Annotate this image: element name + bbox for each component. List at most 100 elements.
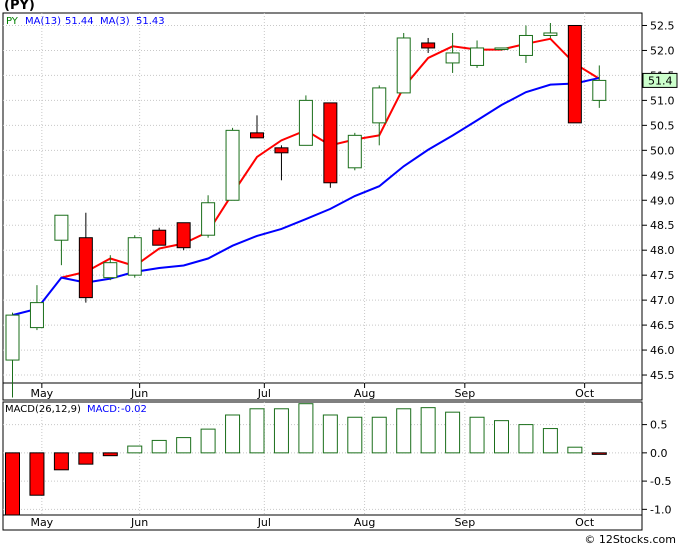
- macd-bar: [249, 408, 265, 454]
- macd-bars: [5, 403, 607, 516]
- month-label-may: May: [30, 387, 53, 400]
- candle-body: [470, 47, 485, 66]
- last-price-label: 51.4: [648, 74, 673, 87]
- candle: [127, 235, 142, 278]
- candle: [54, 214, 69, 266]
- macd-bar: [347, 416, 363, 454]
- candle: [421, 37, 436, 53]
- price-tick-label: 52.5: [650, 19, 675, 32]
- candle: [103, 255, 118, 281]
- macd-bar: [53, 452, 69, 471]
- price-tick-label: 47.0: [650, 294, 675, 307]
- price-tick-label: 48.5: [650, 219, 675, 232]
- candle-body: [152, 229, 167, 246]
- price-tick-label: 50.5: [650, 119, 675, 132]
- macd-bar: [298, 403, 314, 454]
- candle-body: [54, 214, 69, 241]
- macd-axis-strip: [2, 514, 643, 531]
- candle-body: [567, 24, 582, 124]
- candle-body: [201, 202, 216, 236]
- macd-bar: [494, 420, 509, 454]
- macd-month-label-may: May: [30, 516, 53, 529]
- chart-title: (PY): [4, 0, 35, 13]
- price-tick-label: 46.0: [650, 344, 675, 357]
- candle: [274, 145, 289, 181]
- candle-body: [494, 47, 509, 50]
- candle: [518, 25, 533, 63]
- macd-bar: [176, 437, 192, 454]
- macd-bar: [567, 446, 583, 454]
- macd-tick-label: 0.0: [650, 447, 668, 460]
- candle: [176, 222, 191, 251]
- candle: [250, 115, 264, 139]
- price-tick-label: 46.5: [650, 319, 675, 332]
- price-tick-label: 52.0: [650, 44, 675, 57]
- macd-bar: [396, 408, 412, 454]
- macd-panel-frame: [2, 401, 643, 516]
- macd-month-label-jun: Jun: [130, 516, 148, 529]
- macd-month-label-aug: Aug: [354, 516, 375, 529]
- month-label-oct: Oct: [575, 387, 595, 400]
- legend-ma13-label: MA(13): [25, 16, 61, 27]
- month-label-jun: Jun: [130, 387, 148, 400]
- candle-body: [323, 102, 338, 184]
- candle: [396, 32, 411, 94]
- candle: [347, 132, 362, 171]
- macd-bar: [127, 445, 143, 454]
- candle: [29, 285, 44, 331]
- candle-body: [445, 52, 460, 64]
- month-label-sep: Sep: [454, 387, 475, 400]
- price-tick-label: 51.0: [650, 94, 675, 107]
- macd-bar: [518, 424, 534, 454]
- candle-body: [29, 302, 44, 329]
- candle-body: [421, 42, 436, 49]
- price-panel-frame: [2, 12, 643, 401]
- macd-bar: [5, 452, 20, 516]
- candle: [298, 95, 313, 146]
- candle: [78, 212, 93, 303]
- candle-body: [372, 87, 387, 124]
- macd-bar: [591, 452, 607, 455]
- macd-bar: [151, 439, 167, 454]
- candle-body: [5, 314, 20, 361]
- macd-bar: [469, 416, 485, 454]
- macd-legend-label: MACD(26,12,9): [5, 404, 81, 415]
- price-tick-label: 50.0: [650, 144, 675, 157]
- candle: [494, 47, 509, 51]
- macd-tick-label: -0.5: [650, 475, 671, 488]
- legend-ma3-value: 51.43: [136, 16, 165, 27]
- price-grid: 45.5 46.0 46.5 47.0 47.5 48.0 48.5 49.0 49.5 50.0…: [3, 19, 675, 382]
- candle-body: [127, 237, 142, 276]
- macd-bar: [445, 411, 461, 454]
- candle: [225, 127, 240, 201]
- macd-bar: [102, 452, 118, 457]
- price-tick-label: 49.0: [650, 194, 675, 207]
- legend-ticker: PY: [6, 16, 19, 27]
- candle-body: [176, 222, 191, 249]
- candle-body: [396, 37, 411, 94]
- macd-month-label-sep: Sep: [454, 516, 475, 529]
- legend-ma13-value: 51.44: [65, 16, 94, 27]
- candle-body: [298, 99, 313, 146]
- macd-bar: [200, 428, 216, 454]
- macd-bar: [78, 452, 94, 465]
- candle-body: [225, 129, 240, 201]
- candle-body: [592, 79, 607, 101]
- macd-bar: [542, 428, 558, 454]
- price-tick-label: 47.5: [650, 269, 675, 282]
- price-tick-label: 49.5: [650, 169, 675, 182]
- candle: [5, 312, 20, 398]
- macd-bar: [420, 407, 436, 454]
- price-tick-label: 48.0: [650, 244, 675, 257]
- candle-body: [543, 32, 558, 36]
- price-tick-label: 45.5: [650, 369, 675, 382]
- candle-body: [274, 147, 289, 154]
- macd-legend-macd-value: -0.02: [121, 404, 147, 415]
- macd-bar: [371, 416, 387, 454]
- macd-bar: [29, 452, 45, 496]
- candle: [445, 32, 460, 73]
- candle-body: [250, 132, 264, 139]
- candle-body: [103, 262, 118, 279]
